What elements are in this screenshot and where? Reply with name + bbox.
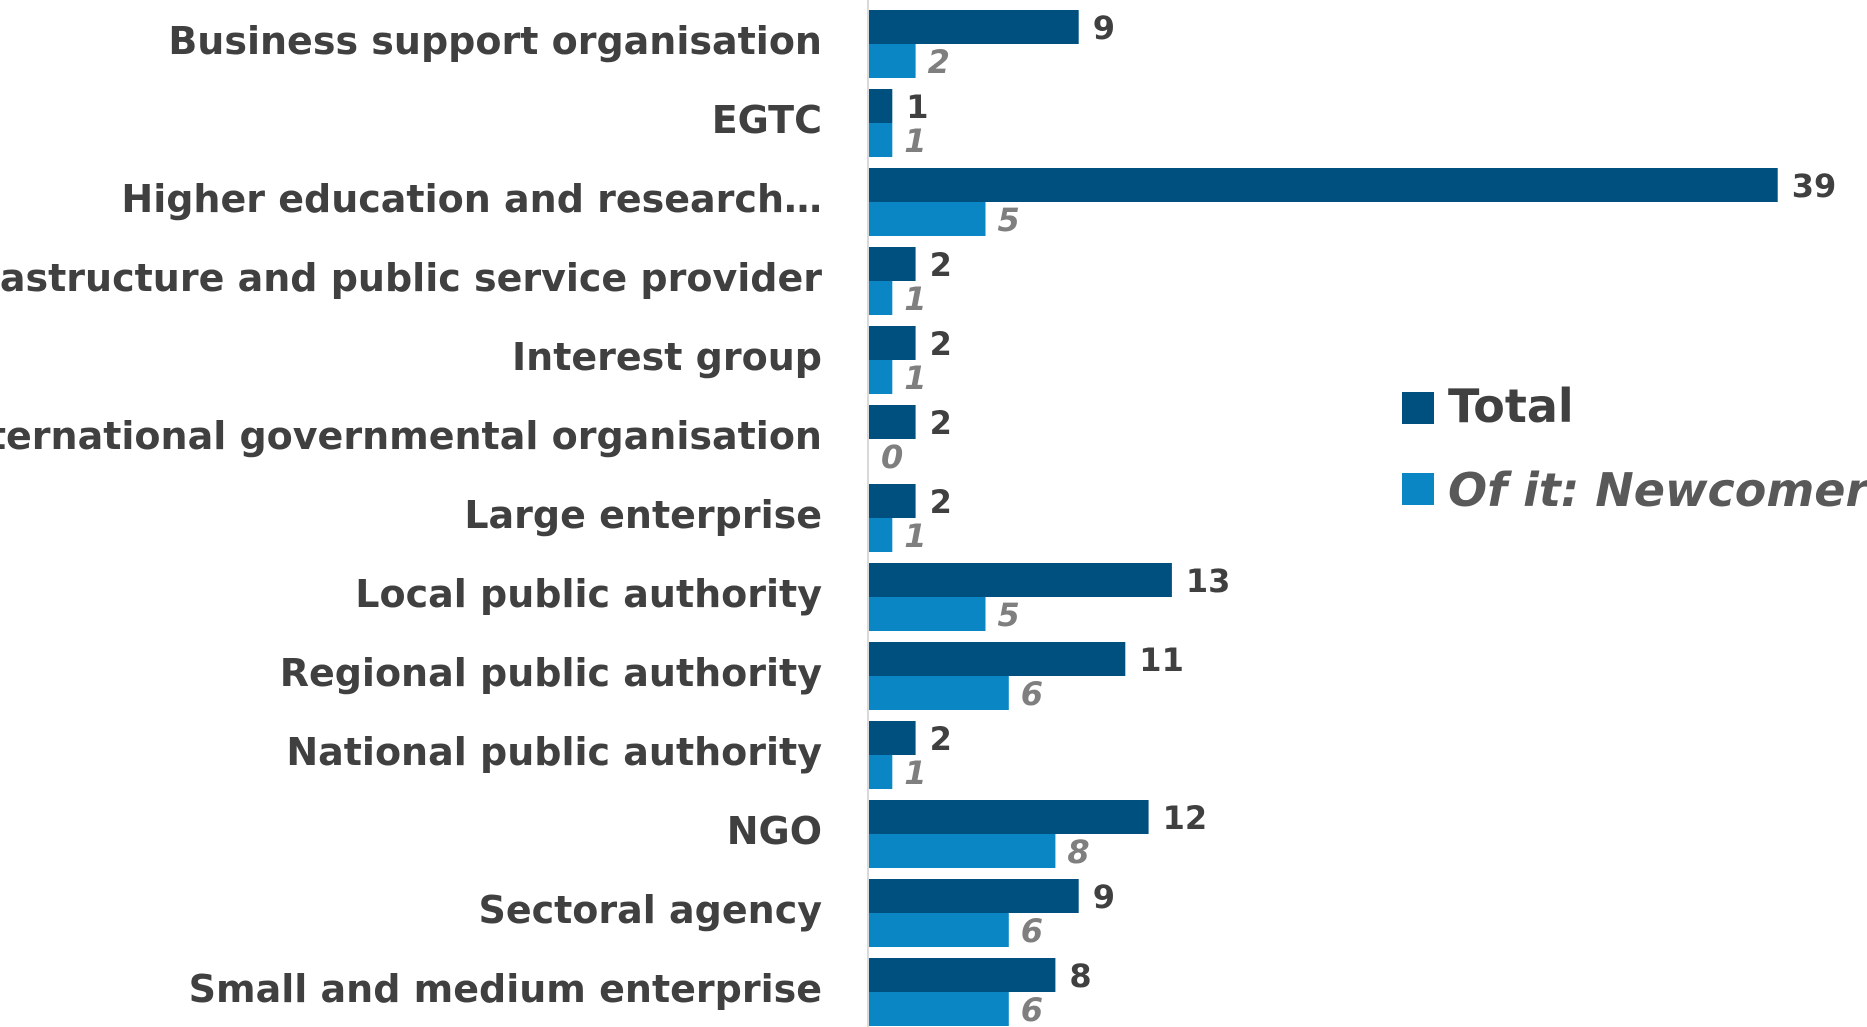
- value-label-newcomers-regional-public-authority: 6: [1021, 675, 1043, 713]
- legend-label-newcomers: Of it: Newcomers: [1448, 463, 1867, 517]
- value-label-total-egtc: 1: [906, 88, 928, 126]
- bar-total-large-enterprise: [869, 484, 916, 518]
- value-label-total-interest-group: 2: [930, 325, 952, 363]
- value-label-total-international-governmental-organisation: 2: [930, 404, 952, 442]
- legend-swatch-newcomers: [1402, 473, 1434, 505]
- bar-newcomers-higher-education-and-research: [869, 202, 986, 236]
- legend-label-total: Total: [1448, 379, 1574, 433]
- value-label-total-local-public-authority: 13: [1186, 562, 1231, 600]
- bar-total-sectoral-agency: [869, 879, 1079, 913]
- value-label-total-business-support-organisation: 9: [1093, 9, 1115, 47]
- bar-total-egtc: [869, 89, 893, 123]
- value-label-newcomers-higher-education-and-research: 5: [998, 201, 1020, 239]
- legend: Total Of it: Newcomers: [1402, 379, 1867, 517]
- bar-total-small-and-medium-enterprise: [869, 958, 1056, 992]
- category-label-international-governmental-organisation: International governmental organisation: [0, 414, 822, 458]
- value-label-total-infrastructure-and-public-service-provider: 2: [930, 246, 952, 284]
- bar-total-business-support-organisation: [869, 10, 1079, 44]
- category-label-national-public-authority: National public authority: [286, 730, 822, 774]
- value-label-newcomers-small-and-medium-enterprise: 6: [1021, 991, 1043, 1027]
- bars-group: [869, 10, 1778, 1026]
- value-label-total-sectoral-agency: 9: [1093, 878, 1115, 916]
- category-label-egtc: EGTC: [712, 98, 822, 142]
- bar-newcomers-egtc: [869, 123, 893, 157]
- value-label-newcomers-international-governmental-organisation: 0: [881, 438, 903, 476]
- value-label-total-higher-education-and-research: 39: [1792, 167, 1837, 205]
- bar-total-local-public-authority: [869, 563, 1172, 597]
- value-label-total-national-public-authority: 2: [930, 720, 952, 758]
- bar-newcomers-interest-group: [869, 360, 893, 394]
- category-label-ngo: NGO: [727, 809, 822, 853]
- category-label-large-enterprise: Large enterprise: [464, 493, 822, 537]
- bar-newcomers-small-and-medium-enterprise: [869, 992, 1009, 1026]
- category-labels: Business support organisation EGTC Higher …: [0, 19, 822, 1011]
- bar-newcomers-infrastructure-and-public-service-provider: [869, 281, 893, 315]
- value-label-total-small-and-medium-enterprise: 8: [1069, 957, 1091, 995]
- category-label-local-public-authority: Local public authority: [355, 572, 822, 616]
- legend-swatch-total: [1402, 392, 1434, 424]
- bar-newcomers-local-public-authority: [869, 597, 986, 631]
- value-label-newcomers-egtc: 1: [904, 122, 926, 160]
- bar-total-infrastructure-and-public-service-provider: [869, 247, 916, 281]
- bar-total-interest-group: [869, 326, 916, 360]
- value-label-newcomers-interest-group: 1: [904, 359, 926, 397]
- value-label-total-ngo: 12: [1163, 799, 1208, 837]
- bar-newcomers-national-public-authority: [869, 755, 893, 789]
- bar-newcomers-regional-public-authority: [869, 676, 1009, 710]
- category-label-infrastructure-and-public-service-provider: Infrastructure and public service provid…: [0, 256, 822, 300]
- category-label-small-and-medium-enterprise: Small and medium enterprise: [189, 967, 822, 1011]
- bar-newcomers-large-enterprise: [869, 518, 893, 552]
- value-label-total-regional-public-authority: 11: [1139, 641, 1184, 679]
- category-label-regional-public-authority: Regional public authority: [280, 651, 823, 695]
- value-label-newcomers-sectoral-agency: 6: [1021, 912, 1043, 950]
- value-label-total-large-enterprise: 2: [930, 483, 952, 521]
- category-label-sectoral-agency: Sectoral agency: [478, 888, 822, 932]
- bar-newcomers-business-support-organisation: [869, 44, 916, 78]
- value-label-newcomers-ngo: 8: [1067, 833, 1089, 871]
- value-label-newcomers-business-support-organisation: 2: [928, 43, 950, 81]
- bar-total-regional-public-authority: [869, 642, 1126, 676]
- bar-newcomers-ngo: [869, 834, 1056, 868]
- bar-total-ngo: [869, 800, 1149, 834]
- value-label-newcomers-large-enterprise: 1: [904, 517, 926, 555]
- value-label-newcomers-infrastructure-and-public-service-provider: 1: [904, 280, 926, 318]
- bar-total-higher-education-and-research: [869, 168, 1778, 202]
- value-label-newcomers-national-public-authority: 1: [904, 754, 926, 792]
- category-label-interest-group: Interest group: [512, 335, 822, 379]
- bar-total-international-governmental-organisation: [869, 405, 916, 439]
- category-label-higher-education-and-research: Higher education and research…: [121, 177, 822, 221]
- bar-total-national-public-authority: [869, 721, 916, 755]
- bar-newcomers-sectoral-agency: [869, 913, 1009, 947]
- value-label-newcomers-local-public-authority: 5: [998, 596, 1020, 634]
- category-label-business-support-organisation: Business support organisation: [168, 19, 822, 63]
